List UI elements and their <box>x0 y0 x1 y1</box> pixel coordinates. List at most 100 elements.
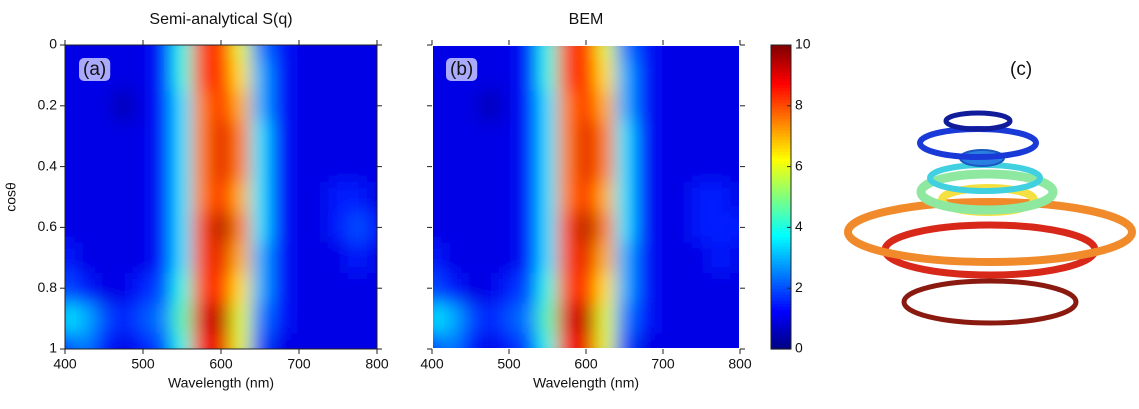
colorbar-segment <box>771 221 791 225</box>
colorbar-segment <box>771 300 791 304</box>
heatmap-cell <box>269 45 290 61</box>
heatmap-cell <box>289 333 310 349</box>
heatmap-cell <box>191 242 212 274</box>
heatmap-cell <box>211 121 232 152</box>
colorbar-segment <box>771 318 791 323</box>
colorbar-tick-label: 2 <box>795 279 803 295</box>
heatmap-cell <box>711 212 731 244</box>
colorbar-segment <box>771 111 791 116</box>
heatmap-cell <box>133 273 154 304</box>
heatmap-cell <box>269 90 290 122</box>
heatmap-cell <box>269 151 290 183</box>
heatmap-cell <box>172 333 193 349</box>
heatmap-cell <box>172 121 193 152</box>
heatmap-cell <box>595 303 616 335</box>
heatmap-cell <box>172 181 193 213</box>
colorbar-segment <box>771 276 791 280</box>
ring-illustration <box>844 110 1136 326</box>
colorbar-segment <box>771 154 791 159</box>
heatmap-cell <box>74 121 95 152</box>
heatmap-cell <box>441 333 462 349</box>
colorbar-segment <box>771 206 791 210</box>
heatmap-cell <box>250 212 271 244</box>
heatmap-cell <box>308 242 329 274</box>
colorbar-segment <box>771 139 791 143</box>
heatmap-cell <box>653 181 674 213</box>
colorbar-segment <box>771 175 791 180</box>
heatmap-cell <box>328 212 349 244</box>
heatmap-cell <box>172 212 193 244</box>
heatmap-cell <box>367 181 377 213</box>
heatmap-cell <box>499 121 520 152</box>
colorbar-segment <box>771 342 791 347</box>
heatmap-cell <box>653 60 674 92</box>
heatmap-cell <box>250 45 271 61</box>
heatmap-cell <box>480 90 500 122</box>
colorbar-segment <box>771 187 791 192</box>
heatmap-cell <box>289 121 310 152</box>
colorbar-segment <box>771 218 791 222</box>
heatmap-cell <box>634 303 654 335</box>
heatmap-cell <box>576 333 597 349</box>
colorbar-segment <box>771 90 791 95</box>
colorbar-segment <box>771 263 791 268</box>
heatmap-cell <box>557 60 577 92</box>
colorbar-segment <box>771 330 791 335</box>
heatmap-cell <box>269 303 290 335</box>
heatmap-cell <box>557 303 577 335</box>
heatmap-cell <box>347 333 368 349</box>
heatmap-cell <box>537 212 558 244</box>
colorbar-segment <box>771 66 791 70</box>
colorbar-segment <box>771 60 791 64</box>
heatmap-cell <box>518 60 539 92</box>
colorbar-segment <box>771 87 791 92</box>
colorbar-segment <box>771 117 791 122</box>
heatmap-cell <box>113 181 134 213</box>
heatmap-cell <box>634 60 654 92</box>
heatmap-cell <box>537 333 558 349</box>
heatmap-cell <box>289 181 310 213</box>
heatmap-cell <box>537 181 558 213</box>
heatmap-cell <box>269 181 290 213</box>
heatmap-cell <box>347 242 368 274</box>
heatmap-cell <box>230 273 251 304</box>
colorbar-tick-label: 6 <box>795 157 803 173</box>
heatmap-cell <box>557 333 577 349</box>
heatmap-cell <box>172 303 193 335</box>
heatmap-cell <box>557 121 577 152</box>
heatmap-cells <box>432 45 740 349</box>
heatmap-cell <box>614 212 635 244</box>
heatmap-cell <box>691 181 712 213</box>
heatmap-cell <box>113 333 134 349</box>
heatmap-cell <box>480 181 500 213</box>
heatmap-cell <box>289 212 310 244</box>
colorbar-segment <box>771 200 791 204</box>
heatmap-cell <box>191 45 212 61</box>
heatmap-cell <box>289 45 310 61</box>
heatmap-cell <box>576 60 597 92</box>
colorbar-segment <box>771 315 791 320</box>
heatmap-cell <box>537 242 558 274</box>
colorbar-segment <box>771 169 791 174</box>
heatmap-cell <box>518 303 539 335</box>
heatmap-cell <box>499 151 520 183</box>
heatmap-cell <box>576 45 597 61</box>
heatmap-cell <box>595 181 616 213</box>
heatmap-cell <box>432 60 443 92</box>
heatmap-cells <box>65 45 377 349</box>
colorbar-segment <box>771 181 791 186</box>
heatmap-cell <box>230 121 251 152</box>
heatmap-cell <box>537 303 558 335</box>
heatmap-cell <box>576 181 597 213</box>
heatmap-cell <box>730 333 740 349</box>
colorbar-segment <box>771 285 791 289</box>
heatmap-cell <box>211 303 232 335</box>
heatmap-cell <box>499 90 520 122</box>
heatmap-cell <box>691 151 712 183</box>
colorbar-segment <box>771 291 791 295</box>
colorbar-segment <box>771 166 791 171</box>
heatmap-cell <box>152 45 173 61</box>
heatmap-cell <box>172 60 193 92</box>
heatmap-cell <box>711 90 731 122</box>
x-tick-label: 600 <box>209 356 233 372</box>
